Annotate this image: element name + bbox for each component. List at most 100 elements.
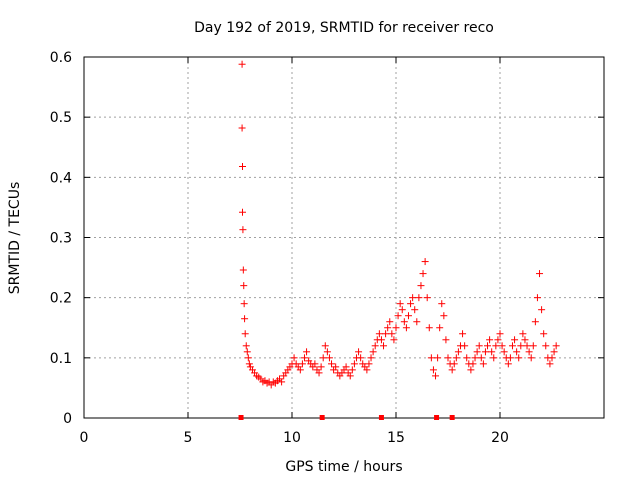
data-point	[371, 342, 379, 350]
data-point	[459, 330, 467, 338]
data-point	[384, 324, 392, 332]
data-point	[452, 354, 460, 362]
data-point	[529, 342, 537, 350]
data-point	[348, 366, 356, 374]
data-point	[378, 415, 384, 420]
data-point	[398, 306, 406, 314]
data-point	[463, 354, 471, 362]
data-point	[513, 348, 521, 356]
data-point	[444, 354, 452, 362]
data-point	[519, 330, 527, 338]
y-axis-label: SRMTID / TECUs	[7, 182, 23, 295]
data-point	[475, 342, 483, 350]
data-point	[500, 348, 508, 356]
data-point	[427, 354, 435, 362]
data-point	[369, 348, 377, 356]
data-point	[550, 348, 558, 356]
data-point	[490, 354, 498, 362]
data-point	[245, 360, 253, 368]
data-point	[390, 336, 398, 344]
y-tick-label: 0	[63, 411, 72, 427]
data-point	[400, 318, 408, 326]
data-point	[242, 342, 250, 350]
data-point	[238, 163, 246, 171]
data-point	[409, 294, 417, 302]
data-point	[328, 360, 336, 368]
data-point	[504, 360, 512, 368]
data-point	[419, 270, 427, 278]
data-point	[429, 366, 437, 374]
data-point	[436, 324, 444, 332]
data-point	[300, 354, 308, 362]
data-point	[521, 336, 529, 344]
data-point	[388, 330, 396, 338]
y-tick-label: 0.3	[50, 231, 72, 247]
data-point	[350, 360, 358, 368]
data-point	[342, 363, 350, 371]
y-tick-label: 0.2	[50, 291, 72, 307]
chart-title: Day 192 of 2019, SRMTID for receiver rec…	[194, 20, 494, 36]
data-point	[527, 354, 535, 362]
data-point	[365, 360, 373, 368]
data-point	[321, 342, 329, 350]
data-point	[380, 342, 388, 350]
data-point	[241, 315, 249, 323]
data-point	[421, 258, 429, 266]
data-point	[317, 363, 325, 371]
data-point	[240, 300, 248, 308]
data-point	[449, 415, 455, 420]
data-point	[423, 294, 431, 302]
y-tick-label: 0.4	[50, 170, 72, 186]
data-point	[536, 270, 544, 278]
data-point	[448, 366, 456, 374]
data-point	[425, 324, 433, 332]
data-point	[454, 348, 462, 356]
data-point	[467, 366, 475, 374]
data-point	[531, 318, 539, 326]
data-point	[325, 354, 333, 362]
data-point	[492, 342, 500, 350]
data-point	[506, 354, 514, 362]
data-point	[244, 354, 252, 362]
data-point	[239, 226, 247, 234]
data-point	[494, 336, 502, 344]
data-point	[404, 312, 412, 320]
data-point	[396, 300, 404, 308]
data-point	[432, 372, 440, 380]
data-point	[440, 312, 448, 320]
data-point	[355, 348, 363, 356]
data-point	[290, 354, 298, 362]
data-point	[243, 348, 251, 356]
data-point	[481, 348, 489, 356]
data-point	[552, 342, 560, 350]
data-point	[525, 348, 533, 356]
data-point	[303, 348, 311, 356]
data-point	[533, 294, 541, 302]
data-point	[415, 294, 423, 302]
data-point	[319, 354, 327, 362]
data-point	[298, 360, 306, 368]
data-point	[238, 60, 246, 68]
data-point	[238, 208, 246, 216]
data-point	[438, 300, 446, 308]
data-point	[382, 330, 390, 338]
data-point	[386, 318, 394, 326]
data-point	[238, 124, 246, 132]
data-point	[540, 330, 548, 338]
data-point	[548, 354, 556, 362]
data-point	[240, 282, 248, 290]
data-point	[498, 342, 506, 350]
data-point	[538, 306, 546, 314]
data-point	[413, 318, 421, 326]
x-tick-label: 0	[80, 430, 89, 446]
data-point	[332, 363, 340, 371]
data-point	[407, 300, 415, 308]
data-point	[417, 282, 425, 290]
ticks: 0 0.1 0.2 0.3 0.4 0.5 0.6 0 5 10 15 20	[50, 50, 604, 446]
data-point	[469, 360, 477, 368]
y-tick-label: 0.1	[50, 351, 72, 367]
data-point	[461, 342, 469, 350]
data-point	[442, 336, 450, 344]
